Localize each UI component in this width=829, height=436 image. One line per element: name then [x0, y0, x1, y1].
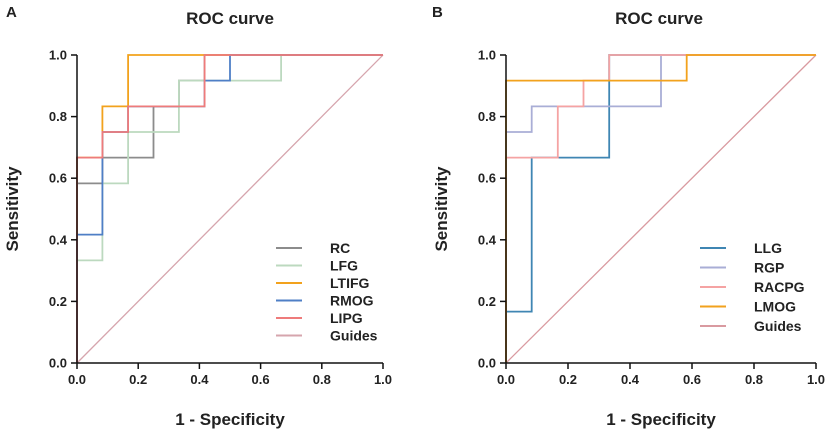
panel-b-x-tick-label: 0.4 [621, 372, 640, 387]
panel-b-legend-llg: LLG [754, 240, 782, 256]
panel-a-x-tick-label: 1.0 [374, 372, 392, 387]
panel-b-legend-lmog: LMOG [754, 299, 796, 315]
panel-b-legend-guides: Guides [754, 318, 802, 334]
panel-b-x-tick-label: 0.2 [559, 372, 577, 387]
panel-b-y-tick-label: 0.8 [478, 109, 496, 124]
panel-b-legend-rgp: RGP [754, 260, 784, 276]
panel-a-y-tick-label: 0.8 [49, 109, 67, 124]
panel-a-x-tick-label: 0.4 [190, 372, 209, 387]
panel-b-legend-racpg: RACPG [754, 279, 805, 295]
panel-b-x-tick-label: 0.0 [497, 372, 515, 387]
panel-a-y-tick-label: 0.6 [49, 171, 67, 186]
panel-b-title: ROC curve [615, 9, 703, 28]
panel-b-y-tick-label: 0.6 [478, 171, 496, 186]
panel-b-x-tick-label: 1.0 [807, 372, 825, 387]
panel-a-x-tick-label: 0.0 [68, 372, 86, 387]
panel-a-y-tick-label: 1.0 [49, 48, 67, 63]
panel-a-series-lipg [76, 54, 383, 363]
panel-b-label: B [432, 4, 443, 21]
panel-a-y-tick-label: 0.4 [49, 232, 68, 247]
panel-b-y-tick-label: 0.2 [478, 294, 496, 309]
panel-a-y-tick-label: 0.0 [49, 356, 67, 371]
panel-a-label: A [6, 4, 17, 21]
panel-a-legend-rc: RC [330, 240, 350, 256]
panel-a-x-tick-label: 0.2 [129, 372, 147, 387]
panel-b-series-rgp [505, 54, 816, 363]
panel-b-x-tick-label: 0.8 [745, 372, 763, 387]
panel-a-y-axis-title: Sensitivity [3, 166, 22, 252]
panel-b-y-axis-title: Sensitivity [432, 166, 451, 252]
panel-b-series-racpg [505, 54, 816, 363]
panel-a-title: ROC curve [186, 9, 274, 28]
panel-a-legend-ltifg: LTIFG [330, 275, 370, 291]
panel-a-legend-guides: Guides [330, 328, 378, 344]
panel-a-legend-lipg: LIPG [330, 310, 363, 326]
panel-a-x-tick-label: 0.6 [252, 372, 270, 387]
panel-b-series-guides [505, 54, 817, 364]
panel-b-y-tick-label: 0.0 [478, 356, 496, 371]
panel-a-x-axis-title: 1 - Specificity [175, 410, 285, 429]
panel-b-x-tick-label: 0.6 [683, 372, 701, 387]
panel-a-series-guides [76, 54, 384, 364]
panel-a-y-tick-label: 0.2 [49, 294, 67, 309]
panel-a-legend-rmog: RMOG [330, 293, 374, 309]
panel-b-y-tick-label: 1.0 [478, 48, 496, 63]
panel-b-x-axis-title: 1 - Specificity [606, 410, 716, 429]
panel-b-y-tick-label: 0.4 [478, 232, 497, 247]
panel-a-x-tick-label: 0.8 [313, 372, 331, 387]
panel-a-legend-lfg: LFG [330, 258, 358, 274]
